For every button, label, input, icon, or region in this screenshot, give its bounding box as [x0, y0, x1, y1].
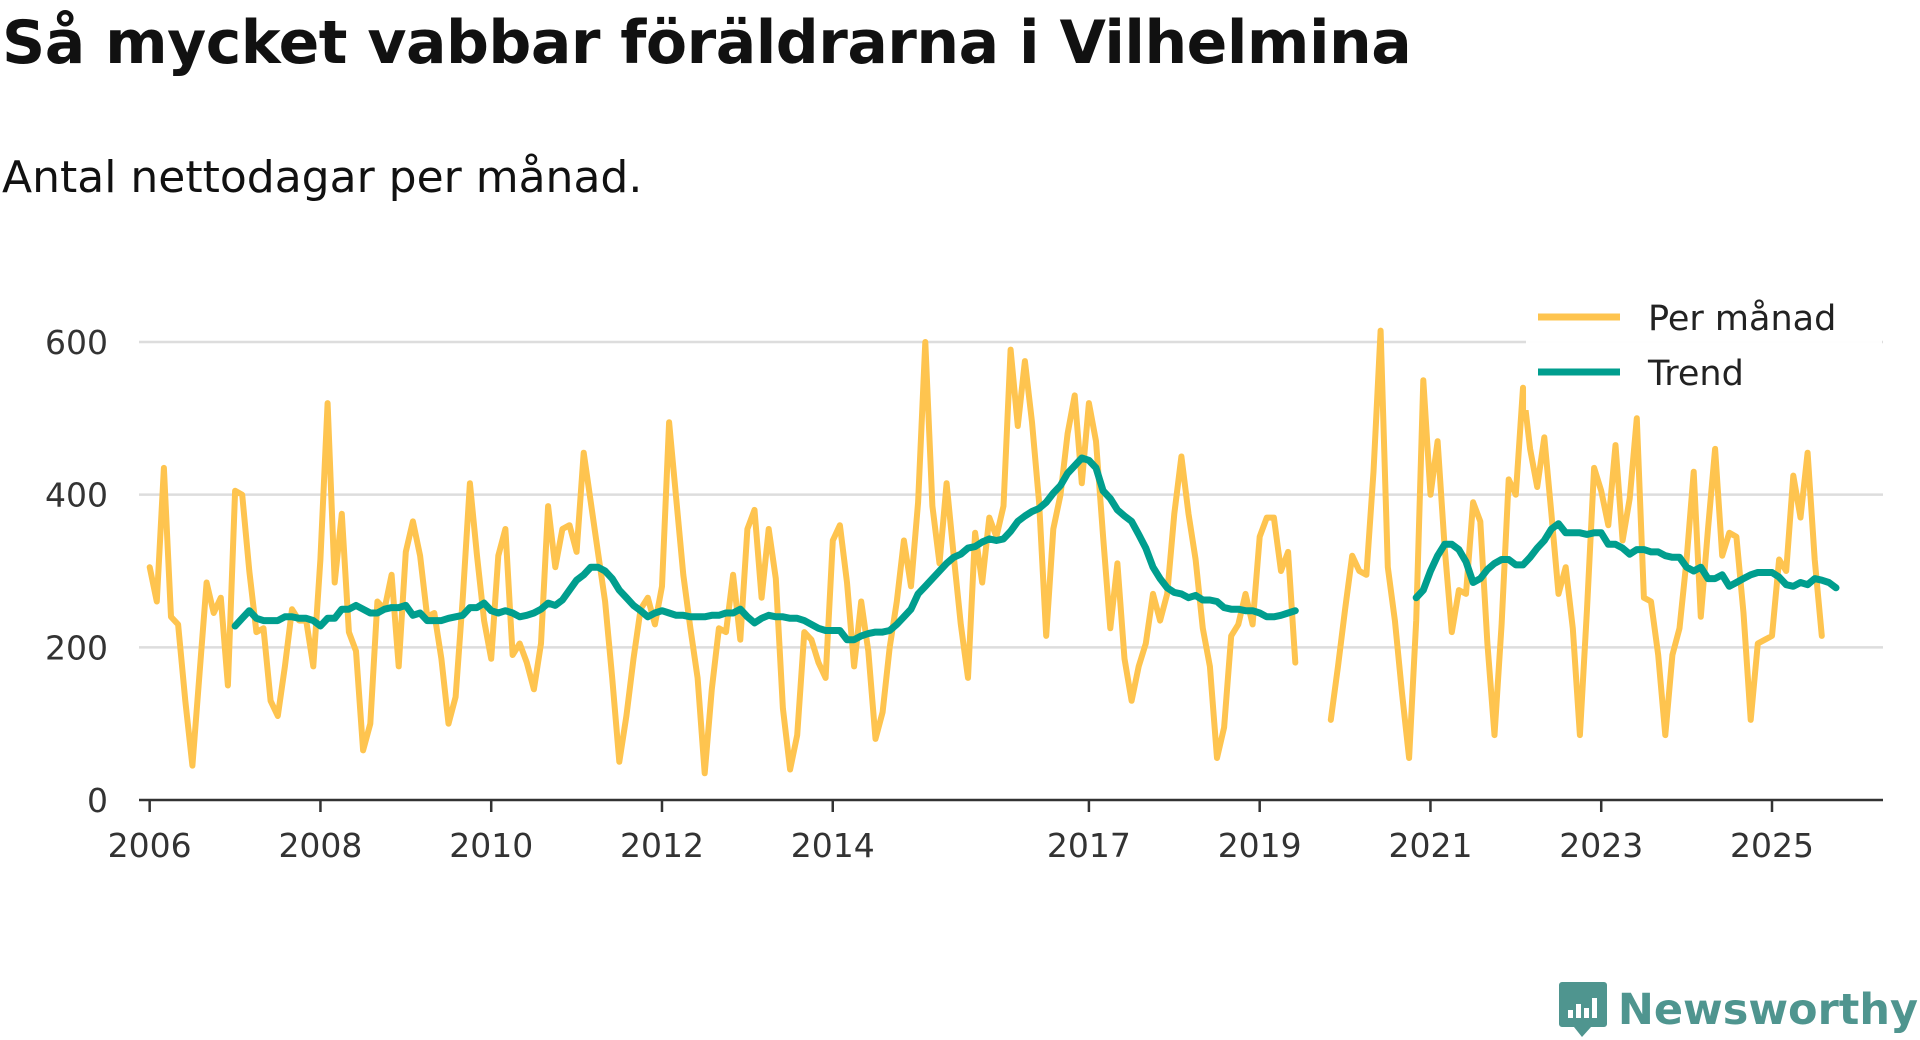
- brand: Newsworthy: [1558, 980, 1918, 1040]
- page-subtitle: Antal nettodagar per månad.: [2, 152, 643, 203]
- series-line-per-manad: [146, 327, 1825, 777]
- x-tick-label: 2025: [1730, 826, 1814, 865]
- legend-label-trend: Trend: [1647, 354, 1744, 394]
- y-tick-label: 600: [45, 323, 108, 362]
- x-tick-label: 2006: [108, 826, 192, 865]
- page-title: Så mycket vabbar föräldrarna i Vilhelmin…: [2, 8, 1412, 78]
- brand-name: Newsworthy: [1617, 985, 1918, 1035]
- x-tick-label: 2017: [1047, 826, 1131, 865]
- x-tick-label: 2008: [278, 826, 362, 865]
- y-axis-labels: 0 200 400 600: [45, 323, 108, 820]
- legend-background: [1526, 292, 1882, 410]
- legend: Per månad Trend: [1526, 292, 1882, 410]
- x-tick-label: 2014: [791, 826, 875, 865]
- x-tick-label: 2023: [1559, 826, 1643, 865]
- x-tick-label: 2012: [620, 826, 704, 865]
- x-axis-ticks: 2006 2008 2010 2012 2014 2017 2019 2021 2023 2025: [108, 800, 1814, 865]
- y-tick-label: 400: [45, 476, 108, 515]
- x-tick-label: 2021: [1388, 826, 1472, 865]
- x-tick-label: 2019: [1218, 826, 1302, 865]
- series-line-trend: [231, 454, 1840, 644]
- y-tick-label: 200: [45, 628, 108, 667]
- y-tick-label: 0: [87, 781, 108, 820]
- newsworthy-logo-icon: [1558, 982, 1607, 1037]
- legend-label-per-manad: Per månad: [1648, 298, 1836, 339]
- x-tick-label: 2010: [449, 826, 533, 865]
